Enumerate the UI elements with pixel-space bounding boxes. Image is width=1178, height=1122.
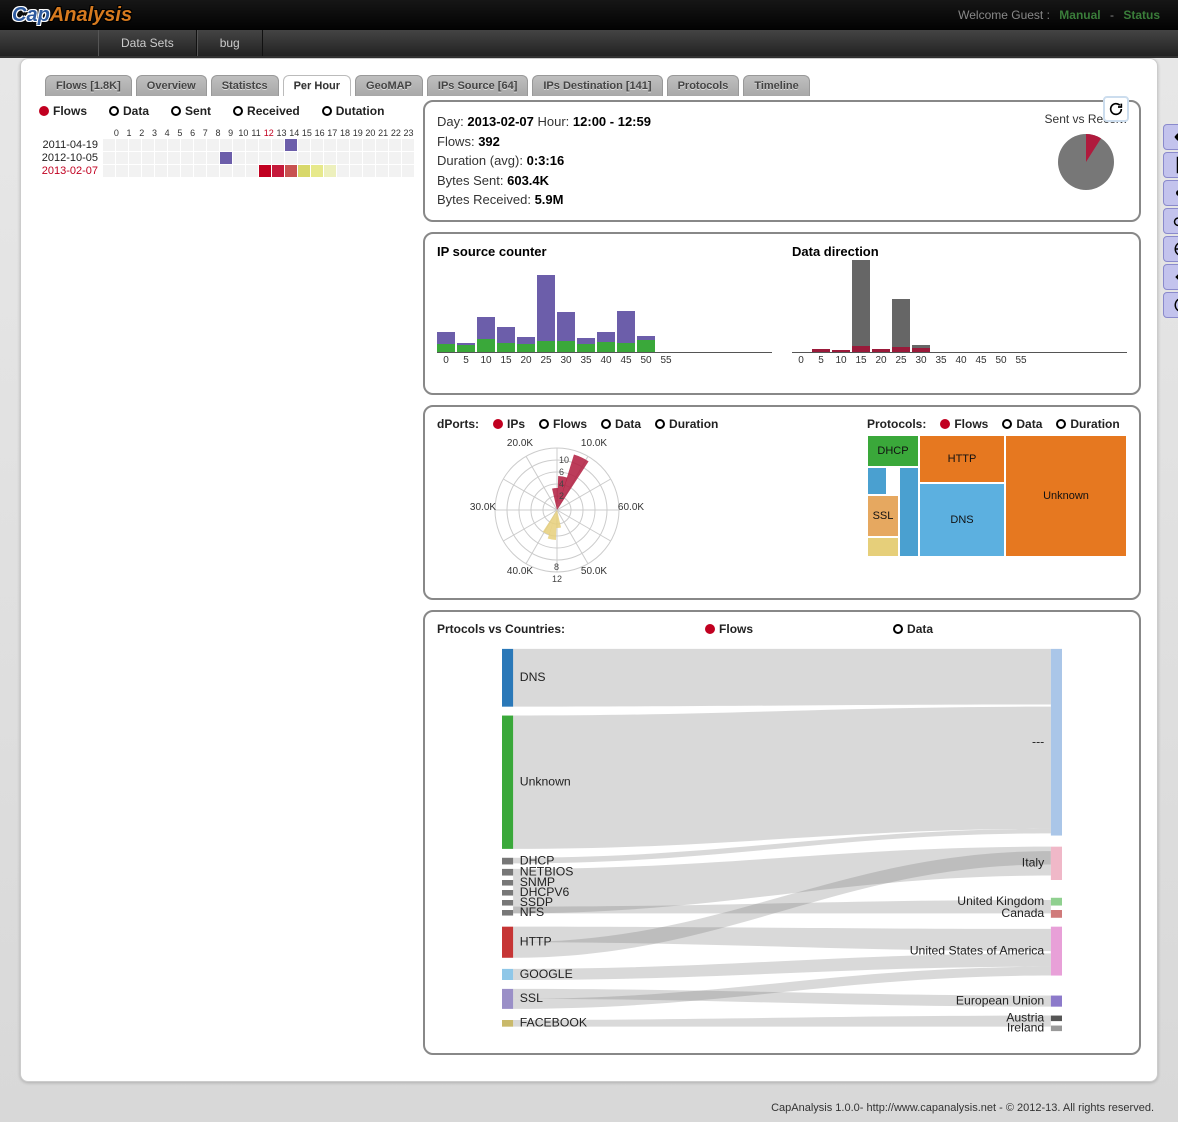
svg-text:Italy: Italy xyxy=(1022,855,1045,869)
share-icon[interactable] xyxy=(1163,180,1178,206)
summary-panel: Day: 2013-02-07 Hour: 12:00 - 12:59 Flow… xyxy=(423,100,1141,222)
protocols-treemap: DHCPHTTP SSL DNSUnknown xyxy=(867,435,1127,557)
sent-recv-pie xyxy=(1054,130,1118,194)
heatmap-legend: Flows Data Sent Received Dutation xyxy=(37,100,415,128)
cloud-icon[interactable] xyxy=(1163,208,1178,234)
ipsource-title: IP source counter xyxy=(437,244,772,259)
svg-text:---: --- xyxy=(1032,734,1044,748)
svg-text:2: 2 xyxy=(559,491,564,501)
tab-ips-source-64-[interactable]: IPs Source [64] xyxy=(427,75,528,96)
svg-text:Ireland: Ireland xyxy=(1007,1020,1045,1034)
status-link[interactable]: Status xyxy=(1123,8,1160,22)
svg-text:10.0K: 10.0K xyxy=(581,437,607,448)
manual-link[interactable]: Manual xyxy=(1059,8,1100,22)
file-icon[interactable] xyxy=(1163,152,1178,178)
svg-text:Unknown: Unknown xyxy=(520,774,571,788)
legend-flows[interactable]: Flows xyxy=(39,104,87,118)
tab-ips-destination-141-[interactable]: IPs Destination [141] xyxy=(532,75,662,96)
treemap-cell[interactable]: SSL xyxy=(867,495,899,537)
svg-text:United States of America: United States of America xyxy=(910,943,1045,957)
svg-text:HTTP: HTTP xyxy=(520,934,552,948)
legend-dutation[interactable]: Dutation xyxy=(322,104,385,118)
tabs: Flows [1.8K]OverviewStatistcsPer HourGeo… xyxy=(37,75,1141,96)
clock-icon[interactable] xyxy=(1163,292,1178,318)
menu-bug[interactable]: bug xyxy=(197,30,263,56)
treemap-cell[interactable]: HTTP xyxy=(919,435,1005,483)
stat-flows: Flows: 392 xyxy=(437,132,651,152)
svg-text:40.0K: 40.0K xyxy=(507,566,533,577)
sankey-chart: DNSUnknownDHCPNETBIOSSNMPDHCPV6SSDPNFSHT… xyxy=(437,640,1127,1040)
tab-geomap[interactable]: GeoMAP xyxy=(355,75,423,96)
svg-text:10: 10 xyxy=(559,455,569,465)
menu-bar: Data Sets bug xyxy=(0,30,1178,58)
tab-protocols[interactable]: Protocols xyxy=(667,75,740,96)
logo: CapAnalysis xyxy=(12,4,132,27)
treemap-cell[interactable] xyxy=(867,467,887,495)
svg-text:Canada: Canada xyxy=(1001,906,1044,920)
calendar-row[interactable]: 2012-10-05 xyxy=(37,151,415,164)
page: Flows [1.8K]OverviewStatistcsPer HourGeo… xyxy=(20,58,1158,1082)
ipsource-chart xyxy=(437,263,772,353)
dual-bar-panel: IP source counter 0510152025303540455055… xyxy=(423,232,1141,395)
top-bar: CapAnalysis Welcome Guest : Manual - Sta… xyxy=(0,0,1178,30)
treemap-cell[interactable] xyxy=(867,537,899,557)
svg-text:12: 12 xyxy=(552,574,562,584)
calendar-row[interactable]: 2011-04-19 xyxy=(37,138,415,151)
treemap-cell[interactable]: Unknown xyxy=(1005,435,1127,557)
sankey-legend: Prtocols vs Countries: Flows Data xyxy=(437,622,1127,636)
svg-text:GOOGLE: GOOGLE xyxy=(520,966,573,980)
tab-flows-1-8k-[interactable]: Flows [1.8K] xyxy=(45,75,132,96)
svg-text:20.0K: 20.0K xyxy=(507,437,533,448)
legend-sent[interactable]: Sent xyxy=(171,104,211,118)
menu-datasets[interactable]: Data Sets xyxy=(98,30,197,56)
stat-duration: Duration (avg): 0:3:16 xyxy=(437,151,651,171)
eye-icon[interactable] xyxy=(1163,124,1178,150)
legend-data[interactable]: Data xyxy=(109,104,149,118)
code-icon[interactable] xyxy=(1163,264,1178,290)
svg-text:50.0K: 50.0K xyxy=(581,566,607,577)
svg-text:European Union: European Union xyxy=(956,993,1044,1007)
heatmap-panel: Flows Data Sent Received Dutation 0123456789… xyxy=(37,100,415,1065)
dports-radar: 2 4 6 10 10.0K 60.0K 50.0K 40.0K 30.0K 20.0K 12 8 xyxy=(437,435,677,585)
datadir-chart xyxy=(792,263,1127,353)
svg-text:NFS: NFS xyxy=(520,905,544,919)
treemap-cell[interactable]: DNS xyxy=(919,483,1005,557)
treemap-cell[interactable]: DHCP xyxy=(867,435,919,467)
svg-text:DNS: DNS xyxy=(520,670,546,684)
stat-recv: Bytes Received: 5.9M xyxy=(437,190,651,210)
icon-strip xyxy=(1163,124,1178,318)
tab-overview[interactable]: Overview xyxy=(136,75,207,96)
svg-text:60.0K: 60.0K xyxy=(618,502,644,513)
globe-icon[interactable] xyxy=(1163,236,1178,262)
tab-per-hour[interactable]: Per Hour xyxy=(283,75,351,96)
legend-received[interactable]: Received xyxy=(233,104,300,118)
dports-protocols-panel: dPorts: IPs Flows Data Duration 2 4 6 10 10.… xyxy=(423,405,1141,600)
treemap-cell[interactable] xyxy=(899,467,919,557)
svg-text:8: 8 xyxy=(554,562,559,572)
svg-text:30.0K: 30.0K xyxy=(470,502,496,513)
protocols-legend: Protocols: Flows Data Duration xyxy=(867,417,1127,431)
svg-text:FACEBOOK: FACEBOOK xyxy=(520,1015,588,1029)
top-right: Welcome Guest : Manual - Status xyxy=(958,8,1166,22)
tab-statistcs[interactable]: Statistcs xyxy=(211,75,279,96)
svg-text:SSL: SSL xyxy=(520,991,543,1005)
stat-day: Day: 2013-02-07 Hour: 12:00 - 12:59 xyxy=(437,112,651,132)
sankey-panel: Prtocols vs Countries: Flows Data DNS Unk… xyxy=(423,610,1141,1055)
datadir-title: Data direction xyxy=(792,244,1127,259)
stat-sent: Bytes Sent: 603.4K xyxy=(437,171,651,191)
dports-legend: dPorts: IPs Flows Data Duration xyxy=(437,417,855,431)
tab-timeline[interactable]: Timeline xyxy=(743,75,809,96)
svg-text:6: 6 xyxy=(559,467,564,477)
refresh-button[interactable] xyxy=(1103,96,1129,122)
svg-text:4: 4 xyxy=(559,479,564,489)
hour-header: 01234567891011121314151617181920212223 xyxy=(37,128,415,138)
calendar-row[interactable]: 2013-02-07 xyxy=(37,164,415,177)
footer: CapAnalysis 1.0.0- http://www.capanalysi… xyxy=(0,1094,1178,1122)
